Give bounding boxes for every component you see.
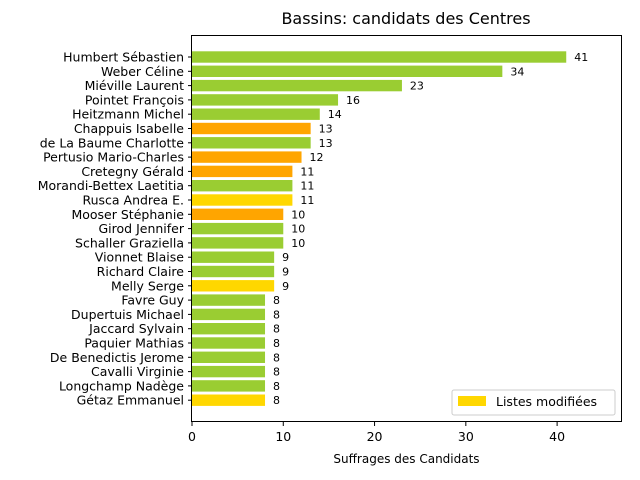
- legend-frame: [451, 389, 616, 416]
- legend: Listes modifiées: [451, 389, 616, 416]
- x-tick-label: 10: [275, 429, 291, 444]
- bar: [192, 94, 339, 106]
- value-label: 8: [273, 308, 280, 321]
- bar: [192, 51, 567, 63]
- y-tick-label: Schaller Graziella: [75, 235, 184, 250]
- y-tick-label: Favre Guy: [121, 293, 184, 308]
- bar: [192, 137, 311, 149]
- y-tick-label: Mooser Stéphanie: [71, 207, 184, 222]
- y-tick-label: Vionnet Blaise: [95, 250, 185, 265]
- y-tick-label: Humbert Sébastien: [63, 50, 184, 65]
- x-axis-ticks: 0 10 20 30 40: [188, 422, 565, 444]
- value-label: 10: [291, 237, 305, 250]
- y-tick-label: Richard Claire: [97, 264, 185, 279]
- value-label: 9: [282, 251, 289, 264]
- y-tick-label: Girod Jennifer: [98, 221, 184, 236]
- y-tick-label: Jaccard Sylvain: [88, 321, 184, 336]
- y-tick-label: Rusca Andrea E.: [82, 193, 184, 208]
- bar: [192, 237, 284, 249]
- y-tick-label: Gétaz Emmanuel: [77, 393, 184, 408]
- bar: [192, 151, 302, 163]
- value-label: 9: [282, 266, 289, 279]
- y-tick-label: Miéville Laurent: [85, 78, 184, 93]
- bar: [192, 208, 284, 220]
- value-label: 8: [273, 380, 280, 393]
- y-tick-label: Melly Serge: [111, 278, 184, 293]
- y-tick-label: Pointet François: [85, 92, 184, 107]
- bar: [192, 323, 266, 335]
- legend-label: Listes modifiées: [496, 394, 597, 409]
- y-tick-label: Longchamp Nadège: [59, 378, 184, 393]
- value-label: 9: [282, 280, 289, 293]
- bar: [192, 380, 266, 392]
- value-label: 11: [300, 180, 314, 193]
- y-tick-label: Pertusio Mario-Charles: [43, 150, 184, 165]
- value-label: 8: [273, 366, 280, 379]
- y-tick-label: Heitzmann Michel: [72, 107, 184, 122]
- bar: [192, 79, 402, 92]
- x-tick-label: 30: [458, 429, 474, 444]
- y-tick-label: Dupertuis Michael: [71, 307, 184, 322]
- value-label: 8: [273, 394, 280, 407]
- legend-swatch: [458, 396, 486, 406]
- bar: [192, 65, 503, 77]
- y-tick-label: De Benedictis Jerome: [50, 350, 184, 365]
- x-axis-label: Suffrages des Candidats: [333, 452, 479, 466]
- bar: [192, 108, 320, 120]
- value-label: 8: [273, 294, 280, 307]
- y-tick-label: Paquier Mathias: [84, 336, 184, 351]
- value-label: 16: [346, 94, 360, 107]
- bar: [192, 180, 293, 192]
- value-label: 12: [310, 151, 324, 164]
- bar: [192, 122, 311, 135]
- bar: [192, 165, 293, 178]
- value-label: 23: [410, 80, 424, 93]
- bar: [192, 308, 266, 321]
- value-label: 34: [510, 65, 524, 78]
- value-label: 13: [319, 123, 333, 136]
- bar: [192, 351, 266, 363]
- y-tick-label: de La Baume Charlotte: [40, 135, 185, 150]
- chart-title: Bassins: candidats des Centres: [281, 9, 530, 28]
- y-tick-label: Morandi-Bettex Laetitia: [38, 178, 184, 193]
- value-label: 41: [574, 51, 588, 64]
- bar: [192, 222, 284, 235]
- value-label: 11: [300, 194, 314, 207]
- y-tick-label: Cretegny Gérald: [81, 164, 184, 179]
- value-label: 8: [273, 323, 280, 336]
- value-label: 14: [328, 108, 342, 121]
- x-tick-label: 0: [188, 429, 196, 444]
- bar: [192, 337, 266, 349]
- value-label: 10: [291, 208, 305, 221]
- bar: [192, 194, 293, 206]
- value-label: 10: [291, 223, 305, 236]
- x-tick-label: 20: [367, 429, 383, 444]
- bar: [192, 265, 275, 278]
- y-tick-label: Weber Céline: [101, 64, 184, 79]
- bar: [192, 365, 266, 378]
- value-label: 8: [273, 337, 280, 350]
- bar: [192, 251, 275, 263]
- bar: [192, 294, 266, 306]
- y-tick-label: Cavalli Virginie: [91, 364, 184, 379]
- y-tick-label: Chappuis Isabelle: [74, 121, 184, 136]
- value-label: 8: [273, 351, 280, 364]
- value-label: 13: [319, 137, 333, 150]
- bars-layer: [192, 51, 567, 406]
- value-label: 11: [300, 165, 314, 178]
- x-tick-label: 40: [549, 429, 565, 444]
- bar: [192, 280, 275, 292]
- plot-frame: [191, 35, 622, 422]
- bar: [192, 394, 266, 406]
